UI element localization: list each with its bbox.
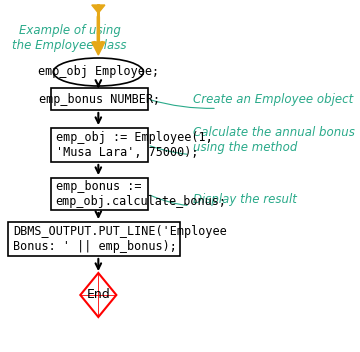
Text: emp_obj Employee;: emp_obj Employee; — [38, 65, 159, 78]
Text: Display the result: Display the result — [150, 193, 296, 206]
Polygon shape — [92, 5, 105, 13]
Text: emp_obj := Employee(1,
'Musa Lara', 75000);: emp_obj := Employee(1, 'Musa Lara', 7500… — [56, 131, 212, 159]
Polygon shape — [80, 273, 116, 317]
Ellipse shape — [53, 58, 143, 86]
Text: Create an Employee object: Create an Employee object — [150, 93, 353, 108]
Text: emp_bonus NUMBER;: emp_bonus NUMBER; — [39, 93, 160, 106]
Text: Calculate the annual bonus
using the method: Calculate the annual bonus using the met… — [150, 126, 355, 154]
FancyBboxPatch shape — [51, 178, 148, 210]
Text: End: End — [86, 289, 110, 302]
Text: Example of using
the Employee class: Example of using the Employee class — [12, 24, 127, 52]
Polygon shape — [92, 42, 105, 55]
FancyBboxPatch shape — [8, 222, 180, 256]
FancyBboxPatch shape — [51, 128, 148, 162]
Text: DBMS_OUTPUT.PUT_LINE('Employee
Bonus: ' || emp_bonus);: DBMS_OUTPUT.PUT_LINE('Employee Bonus: ' … — [13, 225, 227, 253]
Text: emp_bonus :=
emp_obj.calculate_bonus;: emp_bonus := emp_obj.calculate_bonus; — [56, 180, 227, 208]
FancyBboxPatch shape — [51, 88, 148, 110]
